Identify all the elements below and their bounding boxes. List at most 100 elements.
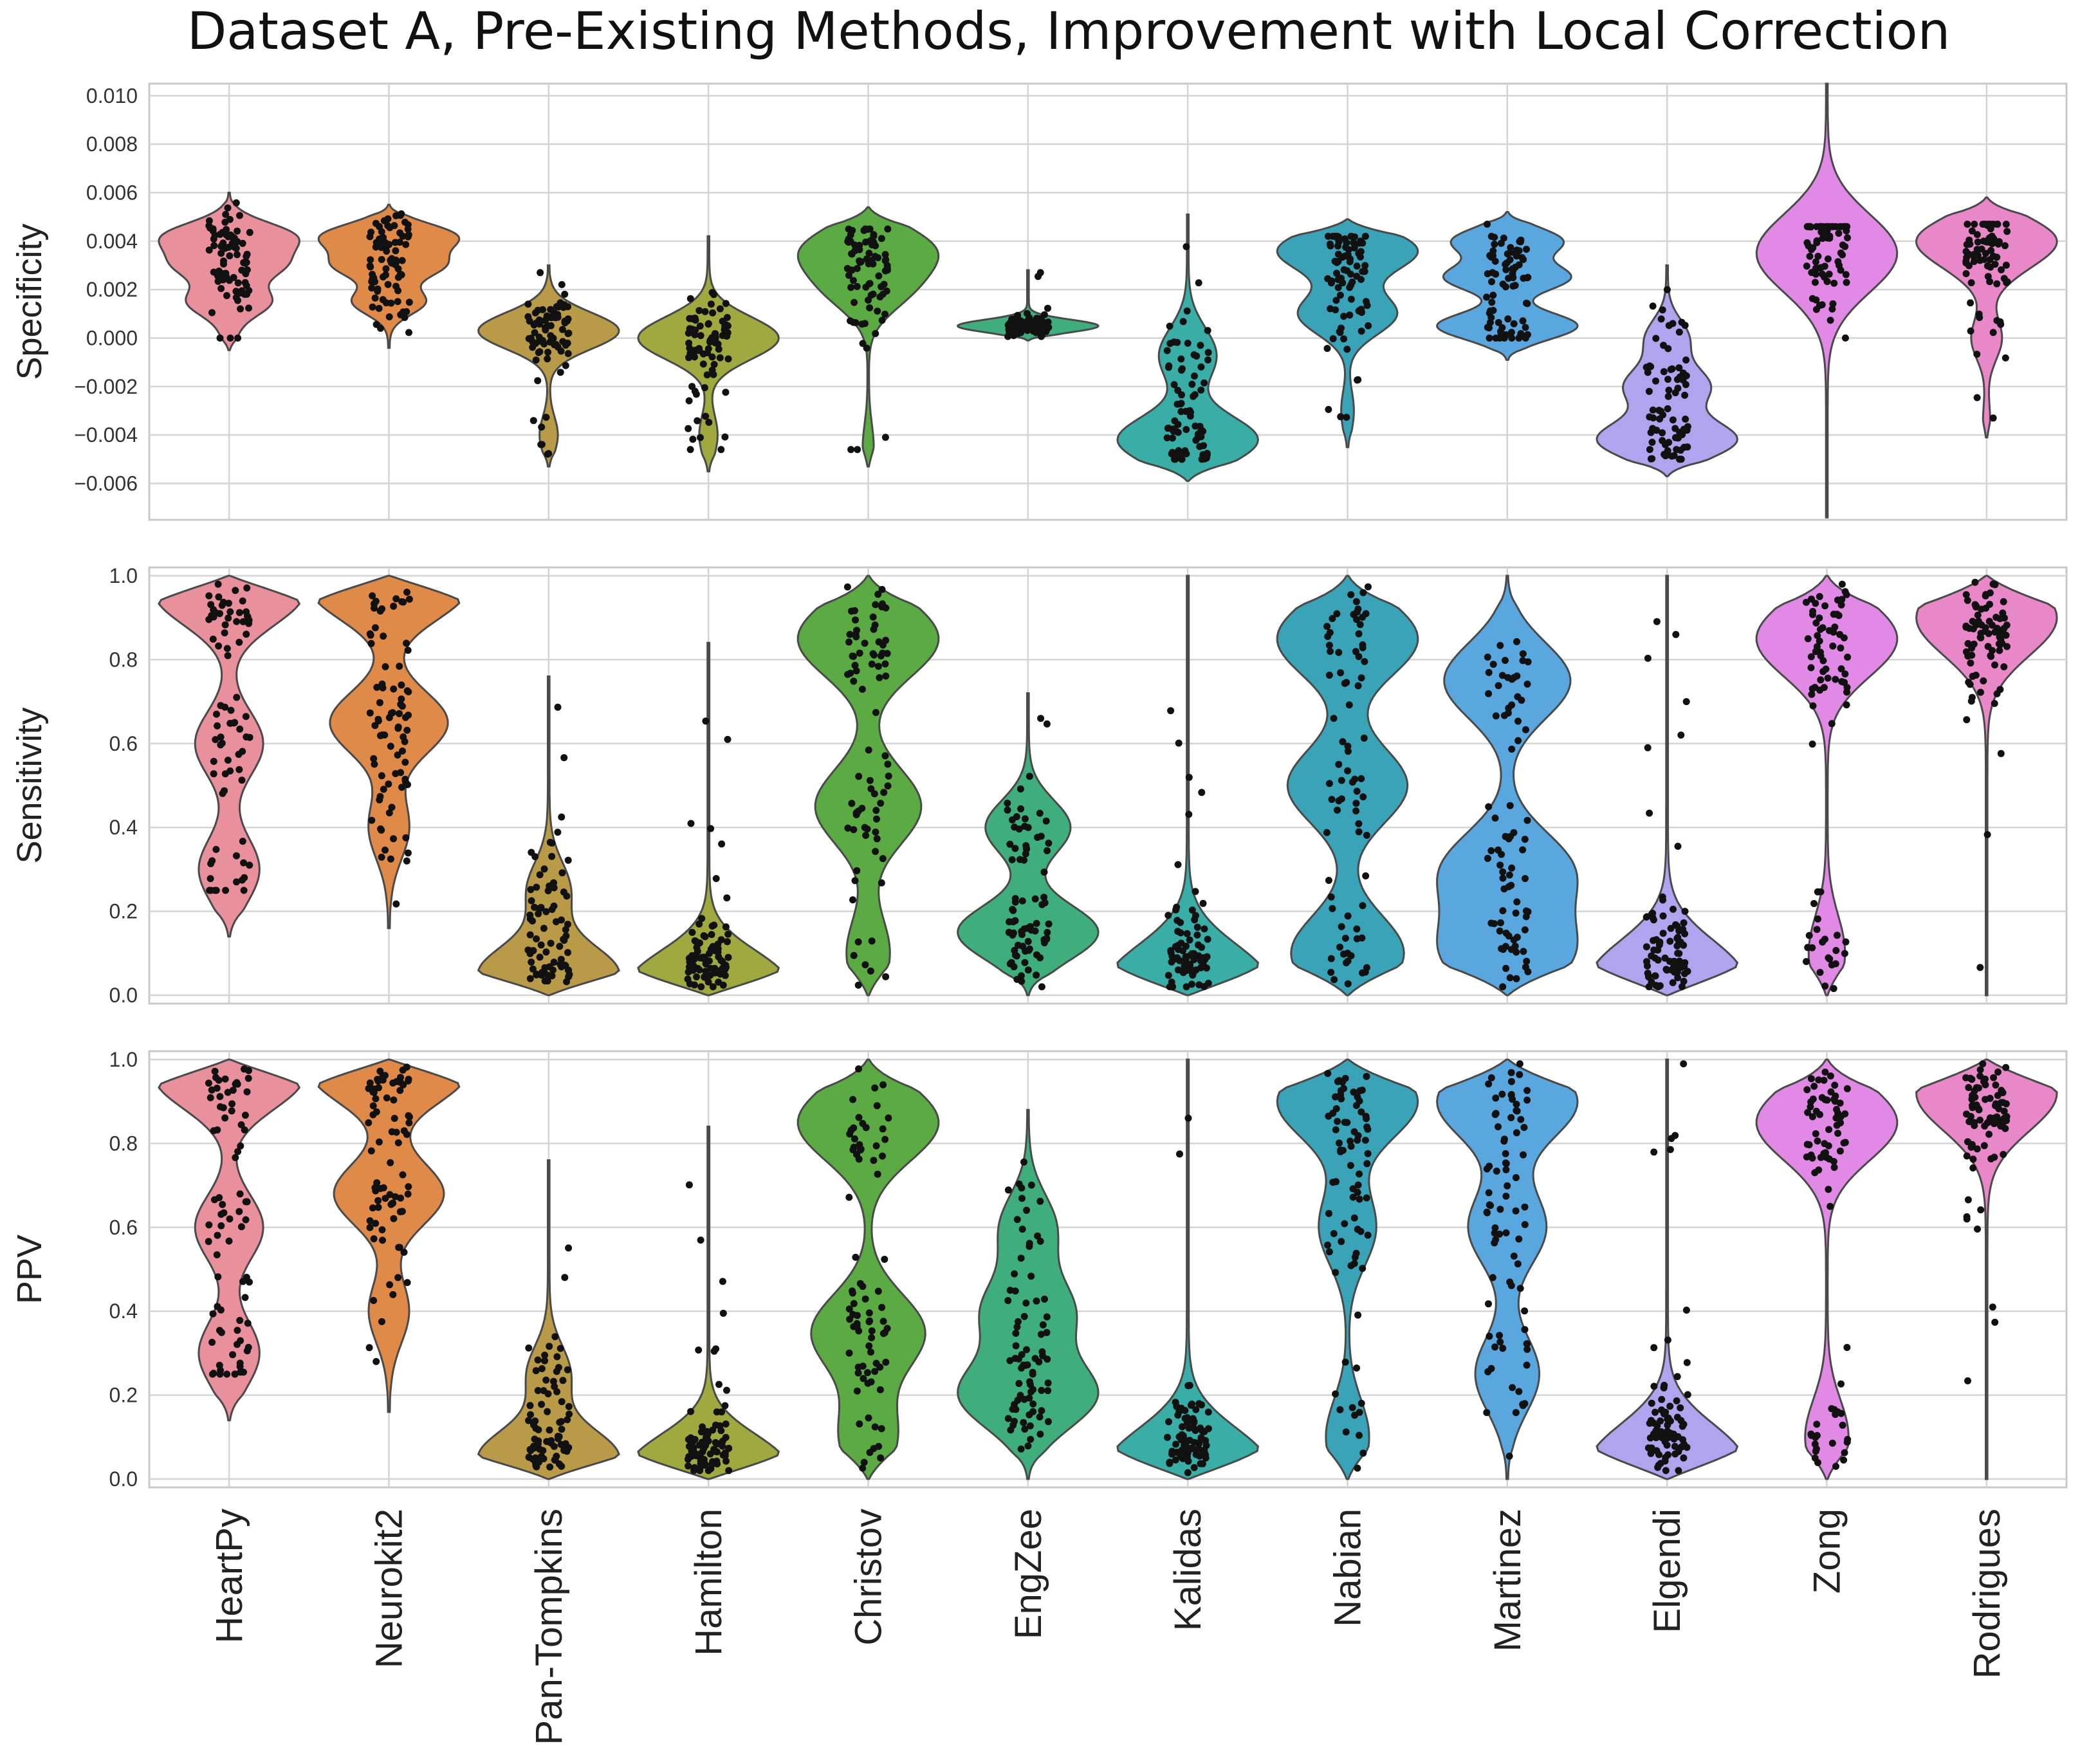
data-point bbox=[856, 1280, 864, 1287]
data-point bbox=[239, 239, 246, 247]
data-point bbox=[1036, 1238, 1044, 1245]
data-point bbox=[854, 1369, 862, 1377]
data-point bbox=[1034, 1232, 1042, 1240]
data-point bbox=[220, 257, 227, 265]
data-point bbox=[1352, 807, 1360, 814]
data-point bbox=[1507, 1114, 1515, 1121]
data-point bbox=[873, 835, 881, 843]
data-point bbox=[525, 335, 533, 342]
data-point bbox=[1657, 1428, 1665, 1435]
data-point bbox=[1962, 591, 1970, 598]
data-point bbox=[1012, 1342, 1020, 1350]
data-point bbox=[372, 598, 380, 605]
data-point bbox=[535, 349, 542, 356]
data-point bbox=[1671, 964, 1679, 971]
data-point bbox=[1334, 284, 1342, 291]
data-point bbox=[385, 714, 393, 721]
data-point bbox=[388, 1128, 396, 1135]
data-point bbox=[1517, 1116, 1525, 1123]
data-point bbox=[723, 938, 731, 946]
data-point bbox=[1335, 238, 1343, 246]
data-point bbox=[538, 1453, 546, 1460]
data-point bbox=[1804, 635, 1812, 643]
data-point bbox=[862, 238, 869, 246]
data-point bbox=[883, 650, 891, 657]
data-point bbox=[1499, 874, 1507, 882]
data-point bbox=[566, 1410, 573, 1418]
data-point bbox=[1495, 682, 1502, 690]
data-point bbox=[371, 760, 378, 768]
data-point bbox=[1507, 881, 1515, 889]
data-point bbox=[1183, 1453, 1191, 1461]
data-point bbox=[695, 920, 703, 928]
data-point bbox=[1329, 615, 1336, 622]
data-point bbox=[1521, 836, 1529, 843]
data-point bbox=[722, 1457, 730, 1465]
data-point bbox=[210, 1370, 217, 1377]
data-point bbox=[1487, 919, 1495, 927]
data-point bbox=[1500, 1137, 1508, 1145]
data-point bbox=[1516, 1060, 1523, 1068]
data-point bbox=[1484, 221, 1491, 228]
data-point bbox=[1044, 1379, 1052, 1387]
data-point bbox=[1013, 316, 1021, 324]
data-point bbox=[1497, 239, 1505, 247]
data-point bbox=[366, 630, 374, 638]
data-point bbox=[214, 272, 221, 280]
data-point bbox=[1996, 318, 2004, 326]
data-point bbox=[215, 642, 223, 650]
data-point bbox=[1502, 1192, 1510, 1200]
data-point bbox=[1993, 280, 2001, 288]
data-point bbox=[1024, 966, 1032, 974]
x-tick-label: Elgendi bbox=[1646, 1509, 1688, 1633]
data-point bbox=[1186, 936, 1193, 944]
data-point bbox=[1343, 345, 1351, 353]
data-point bbox=[219, 1200, 226, 1208]
data-point bbox=[881, 434, 889, 441]
data-point bbox=[1177, 400, 1185, 407]
data-point bbox=[392, 256, 400, 264]
data-point bbox=[1830, 1164, 1838, 1171]
data-point bbox=[1486, 1332, 1493, 1340]
data-point bbox=[719, 1278, 726, 1285]
data-point bbox=[870, 790, 878, 798]
data-point bbox=[1963, 1152, 1971, 1160]
data-point bbox=[369, 1102, 377, 1110]
data-point bbox=[1680, 919, 1688, 926]
data-point bbox=[1174, 1411, 1182, 1419]
data-point bbox=[1168, 448, 1176, 456]
data-point bbox=[704, 978, 712, 986]
data-point bbox=[542, 948, 550, 956]
data-point bbox=[1520, 948, 1527, 955]
data-point bbox=[1516, 1285, 1524, 1292]
data-point bbox=[1669, 416, 1677, 424]
data-point bbox=[216, 1093, 224, 1100]
data-point bbox=[379, 684, 387, 692]
data-point bbox=[1024, 318, 1032, 326]
violin-zong bbox=[1755, 82, 1899, 519]
data-point bbox=[1971, 221, 1978, 228]
data-point bbox=[1523, 680, 1531, 688]
data-point bbox=[865, 1414, 872, 1422]
data-point bbox=[564, 1366, 571, 1374]
data-point bbox=[1646, 809, 1653, 817]
data-point bbox=[238, 287, 246, 295]
data-point bbox=[1197, 363, 1205, 371]
data-point bbox=[1512, 263, 1519, 271]
data-point bbox=[1805, 1141, 1813, 1148]
y-tick-label: 0.4 bbox=[109, 816, 138, 839]
data-point bbox=[233, 878, 240, 886]
data-point bbox=[398, 1208, 406, 1215]
data-point bbox=[392, 247, 400, 255]
data-point bbox=[1483, 1409, 1491, 1417]
data-point bbox=[1499, 1345, 1507, 1352]
data-point bbox=[1827, 317, 1834, 324]
data-point bbox=[558, 326, 566, 333]
data-point bbox=[1818, 228, 1825, 236]
data-point bbox=[387, 855, 394, 863]
data-point bbox=[1656, 939, 1664, 947]
data-point bbox=[1043, 1313, 1051, 1321]
data-point bbox=[1006, 1287, 1014, 1294]
data-point bbox=[1338, 253, 1346, 261]
data-point bbox=[540, 924, 548, 932]
